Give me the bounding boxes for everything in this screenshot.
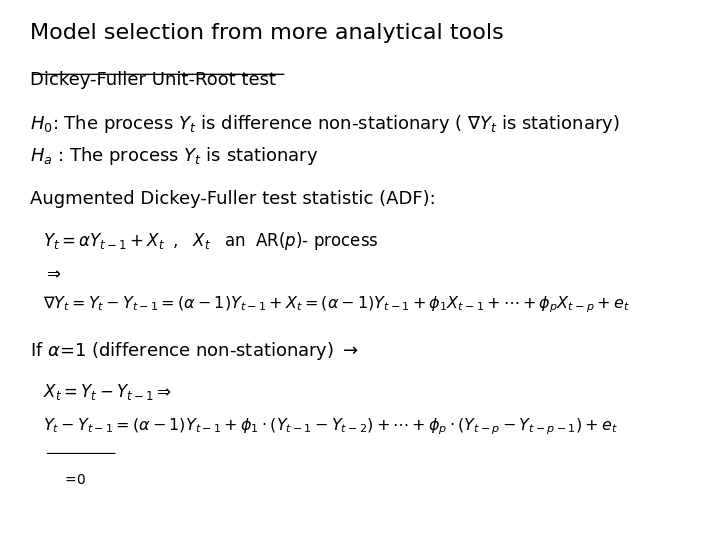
Text: $H_0$: The process $Y_t$ is difference non-stationary ( $\nabla Y_t$ is stationa: $H_0$: The process $Y_t$ is difference n… — [30, 113, 620, 135]
Text: $=\!0$: $=\!0$ — [62, 473, 86, 487]
Text: $\nabla Y_t = Y_t - Y_{t-1} = (\alpha-1)Y_{t-1} + X_t = (\alpha-1)Y_{t-1} + \phi: $\nabla Y_t = Y_t - Y_{t-1} = (\alpha-1)… — [43, 294, 630, 314]
Text: If $\alpha$=1 (difference non-stationary) $\rightarrow$: If $\alpha$=1 (difference non-stationary… — [30, 340, 359, 362]
Text: Augmented Dickey-Fuller test statistic (ADF):: Augmented Dickey-Fuller test statistic (… — [30, 190, 436, 208]
Text: $\Rightarrow$: $\Rightarrow$ — [43, 265, 61, 282]
Text: $X_t = Y_t - Y_{t-1} \Rightarrow$: $X_t = Y_t - Y_{t-1} \Rightarrow$ — [43, 382, 171, 402]
Text: $Y_t - Y_{t-1} = (\alpha-1)Y_{t-1} + \phi_1 \cdot (Y_{t-1} - Y_{t-2}) + \cdots +: $Y_t - Y_{t-1} = (\alpha-1)Y_{t-1} + \ph… — [43, 416, 618, 437]
Text: $Y_t = \alpha Y_{t-1} + X_t \;\;$,  $\; X_t\;$  an  $\mathrm{AR}(p)$- process: $Y_t = \alpha Y_{t-1} + X_t \;\;$, $\; X… — [43, 230, 379, 252]
Text: Model selection from more analytical tools: Model selection from more analytical too… — [30, 23, 504, 43]
Text: Dickey-Fuller Unit-Root test: Dickey-Fuller Unit-Root test — [30, 71, 276, 89]
Text: $H_a$ : The process $Y_t$ is stationary: $H_a$ : The process $Y_t$ is stationary — [30, 145, 318, 167]
